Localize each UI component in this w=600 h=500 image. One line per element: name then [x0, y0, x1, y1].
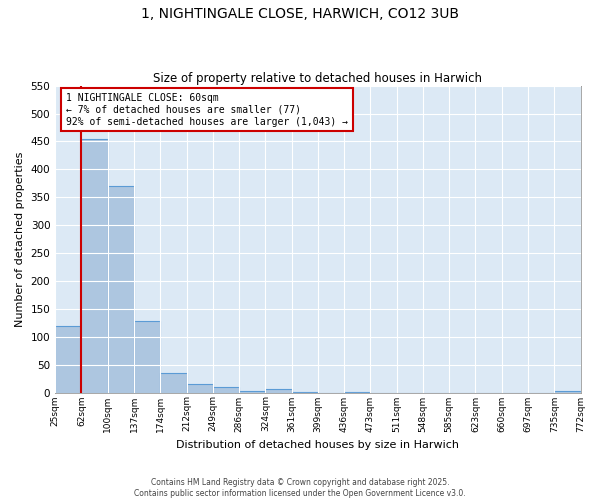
Bar — [160, 373, 187, 392]
Bar — [82, 138, 108, 392]
Text: 1, NIGHTINGALE CLOSE, HARWICH, CO12 3UB: 1, NIGHTINGALE CLOSE, HARWICH, CO12 3UB — [141, 8, 459, 22]
Text: 1 NIGHTINGALE CLOSE: 60sqm
← 7% of detached houses are smaller (77)
92% of semi-: 1 NIGHTINGALE CLOSE: 60sqm ← 7% of detac… — [65, 94, 347, 126]
X-axis label: Distribution of detached houses by size in Harwich: Distribution of detached houses by size … — [176, 440, 460, 450]
Bar — [213, 387, 239, 392]
Title: Size of property relative to detached houses in Harwich: Size of property relative to detached ho… — [154, 72, 482, 85]
Bar — [265, 389, 292, 392]
Text: Contains HM Land Registry data © Crown copyright and database right 2025.
Contai: Contains HM Land Registry data © Crown c… — [134, 478, 466, 498]
Y-axis label: Number of detached properties: Number of detached properties — [15, 152, 25, 327]
Bar — [55, 326, 82, 392]
Bar — [108, 186, 134, 392]
Bar — [187, 384, 213, 392]
Bar — [134, 321, 160, 392]
